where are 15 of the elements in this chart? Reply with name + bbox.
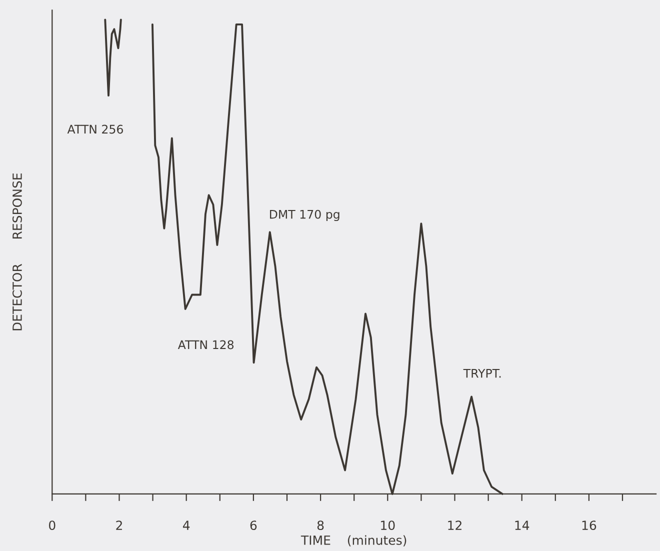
x-tick-label: 6 bbox=[250, 520, 257, 530]
x-axis-title: TIME (minutes) bbox=[300, 535, 406, 546]
x-tick-label: 2 bbox=[116, 520, 122, 530]
y-axis-title: DETECTOR RESPONSE bbox=[12, 173, 22, 330]
x-tick-label: 12 bbox=[448, 520, 462, 530]
x-tick-label: 16 bbox=[582, 520, 596, 530]
annotation: TRYPT. bbox=[463, 369, 501, 378]
x-tick-label: 0 bbox=[48, 520, 56, 530]
x-tick-label: 10 bbox=[381, 520, 395, 530]
x-tick-label: 4 bbox=[182, 520, 190, 530]
annotation: ATTN 256 bbox=[67, 124, 123, 134]
annotation: ATTN 128 bbox=[178, 340, 234, 350]
x-tick-label: 8 bbox=[317, 520, 324, 530]
annotation: DMT 170 pg bbox=[270, 210, 340, 222]
x-tick-label: 14 bbox=[515, 520, 530, 530]
